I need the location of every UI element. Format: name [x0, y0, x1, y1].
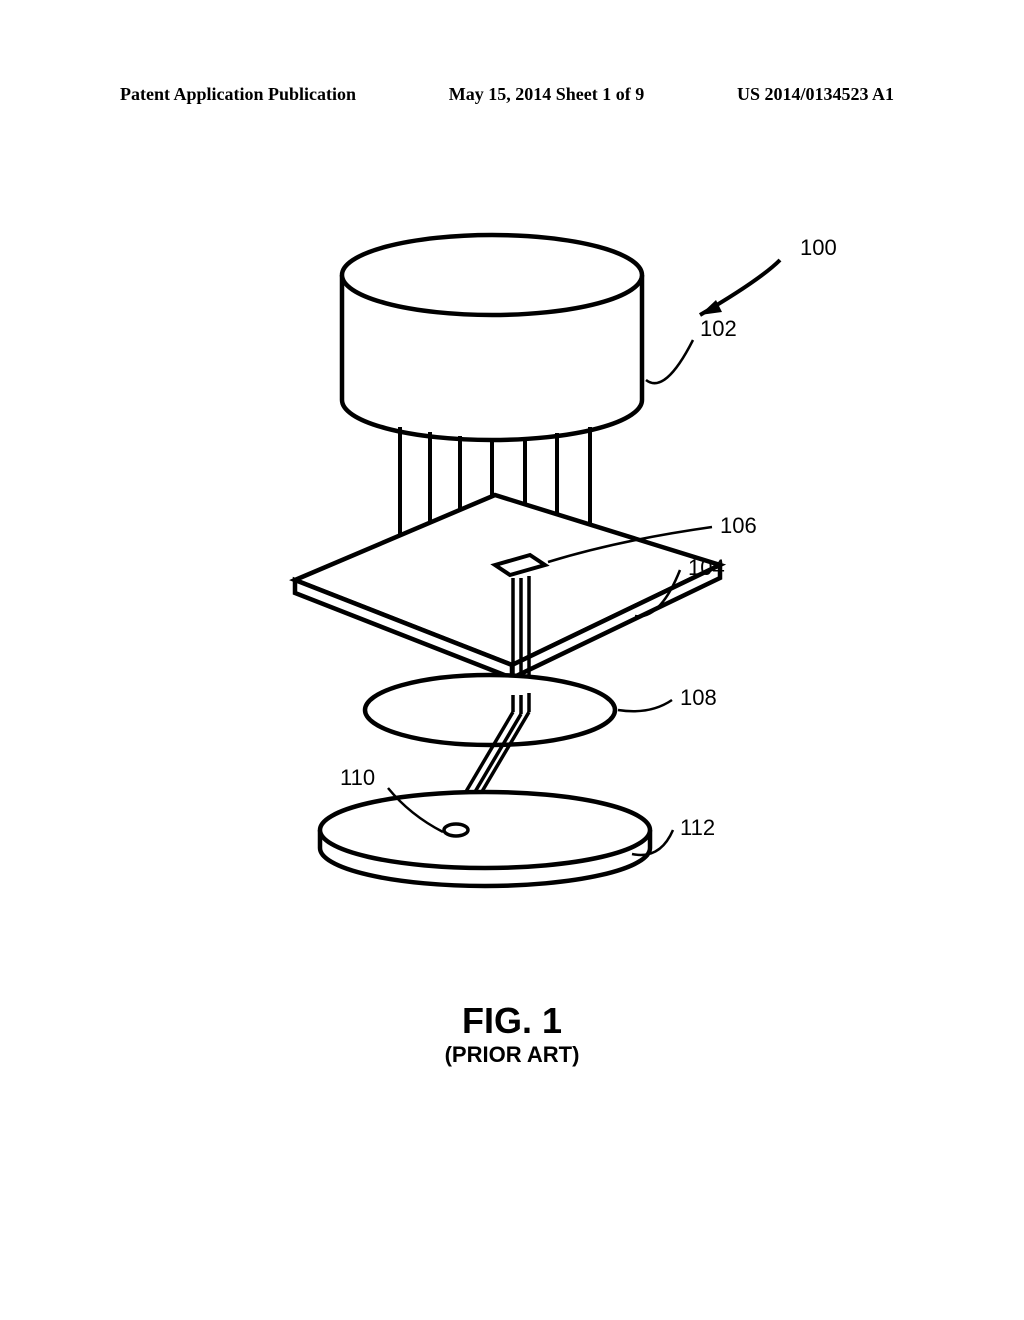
patent-figure: 100 102 106 104 108 110 112 — [0, 220, 1024, 980]
page-header: Patent Application Publication May 15, 2… — [0, 84, 1024, 105]
part-112-wafer — [320, 792, 650, 886]
figure-caption: FIG. 1 (PRIOR ART) — [0, 1000, 1024, 1068]
header-right: US 2014/0134523 A1 — [737, 84, 894, 105]
ref-label-108: 108 — [680, 685, 717, 711]
ref-label-110: 110 — [340, 765, 375, 791]
system-ref-arrow — [700, 260, 780, 315]
figure-subtitle: (PRIOR ART) — [0, 1042, 1024, 1068]
ref-label-100: 100 — [800, 235, 837, 261]
ref-label-106: 106 — [720, 513, 757, 539]
header-center: May 15, 2014 Sheet 1 of 9 — [449, 84, 644, 105]
ref-label-102: 102 — [700, 316, 737, 342]
ref-label-112: 112 — [680, 815, 715, 841]
figure-title: FIG. 1 — [0, 1000, 1024, 1042]
leader-102 — [646, 340, 693, 383]
header-left: Patent Application Publication — [120, 84, 356, 105]
part-108-lens — [365, 675, 615, 745]
part-104-mask-plate — [295, 495, 720, 678]
part-102-cylinder — [342, 235, 642, 440]
figure-svg — [0, 220, 1024, 980]
ref-label-104: 104 — [688, 555, 725, 581]
leader-108 — [618, 700, 672, 711]
